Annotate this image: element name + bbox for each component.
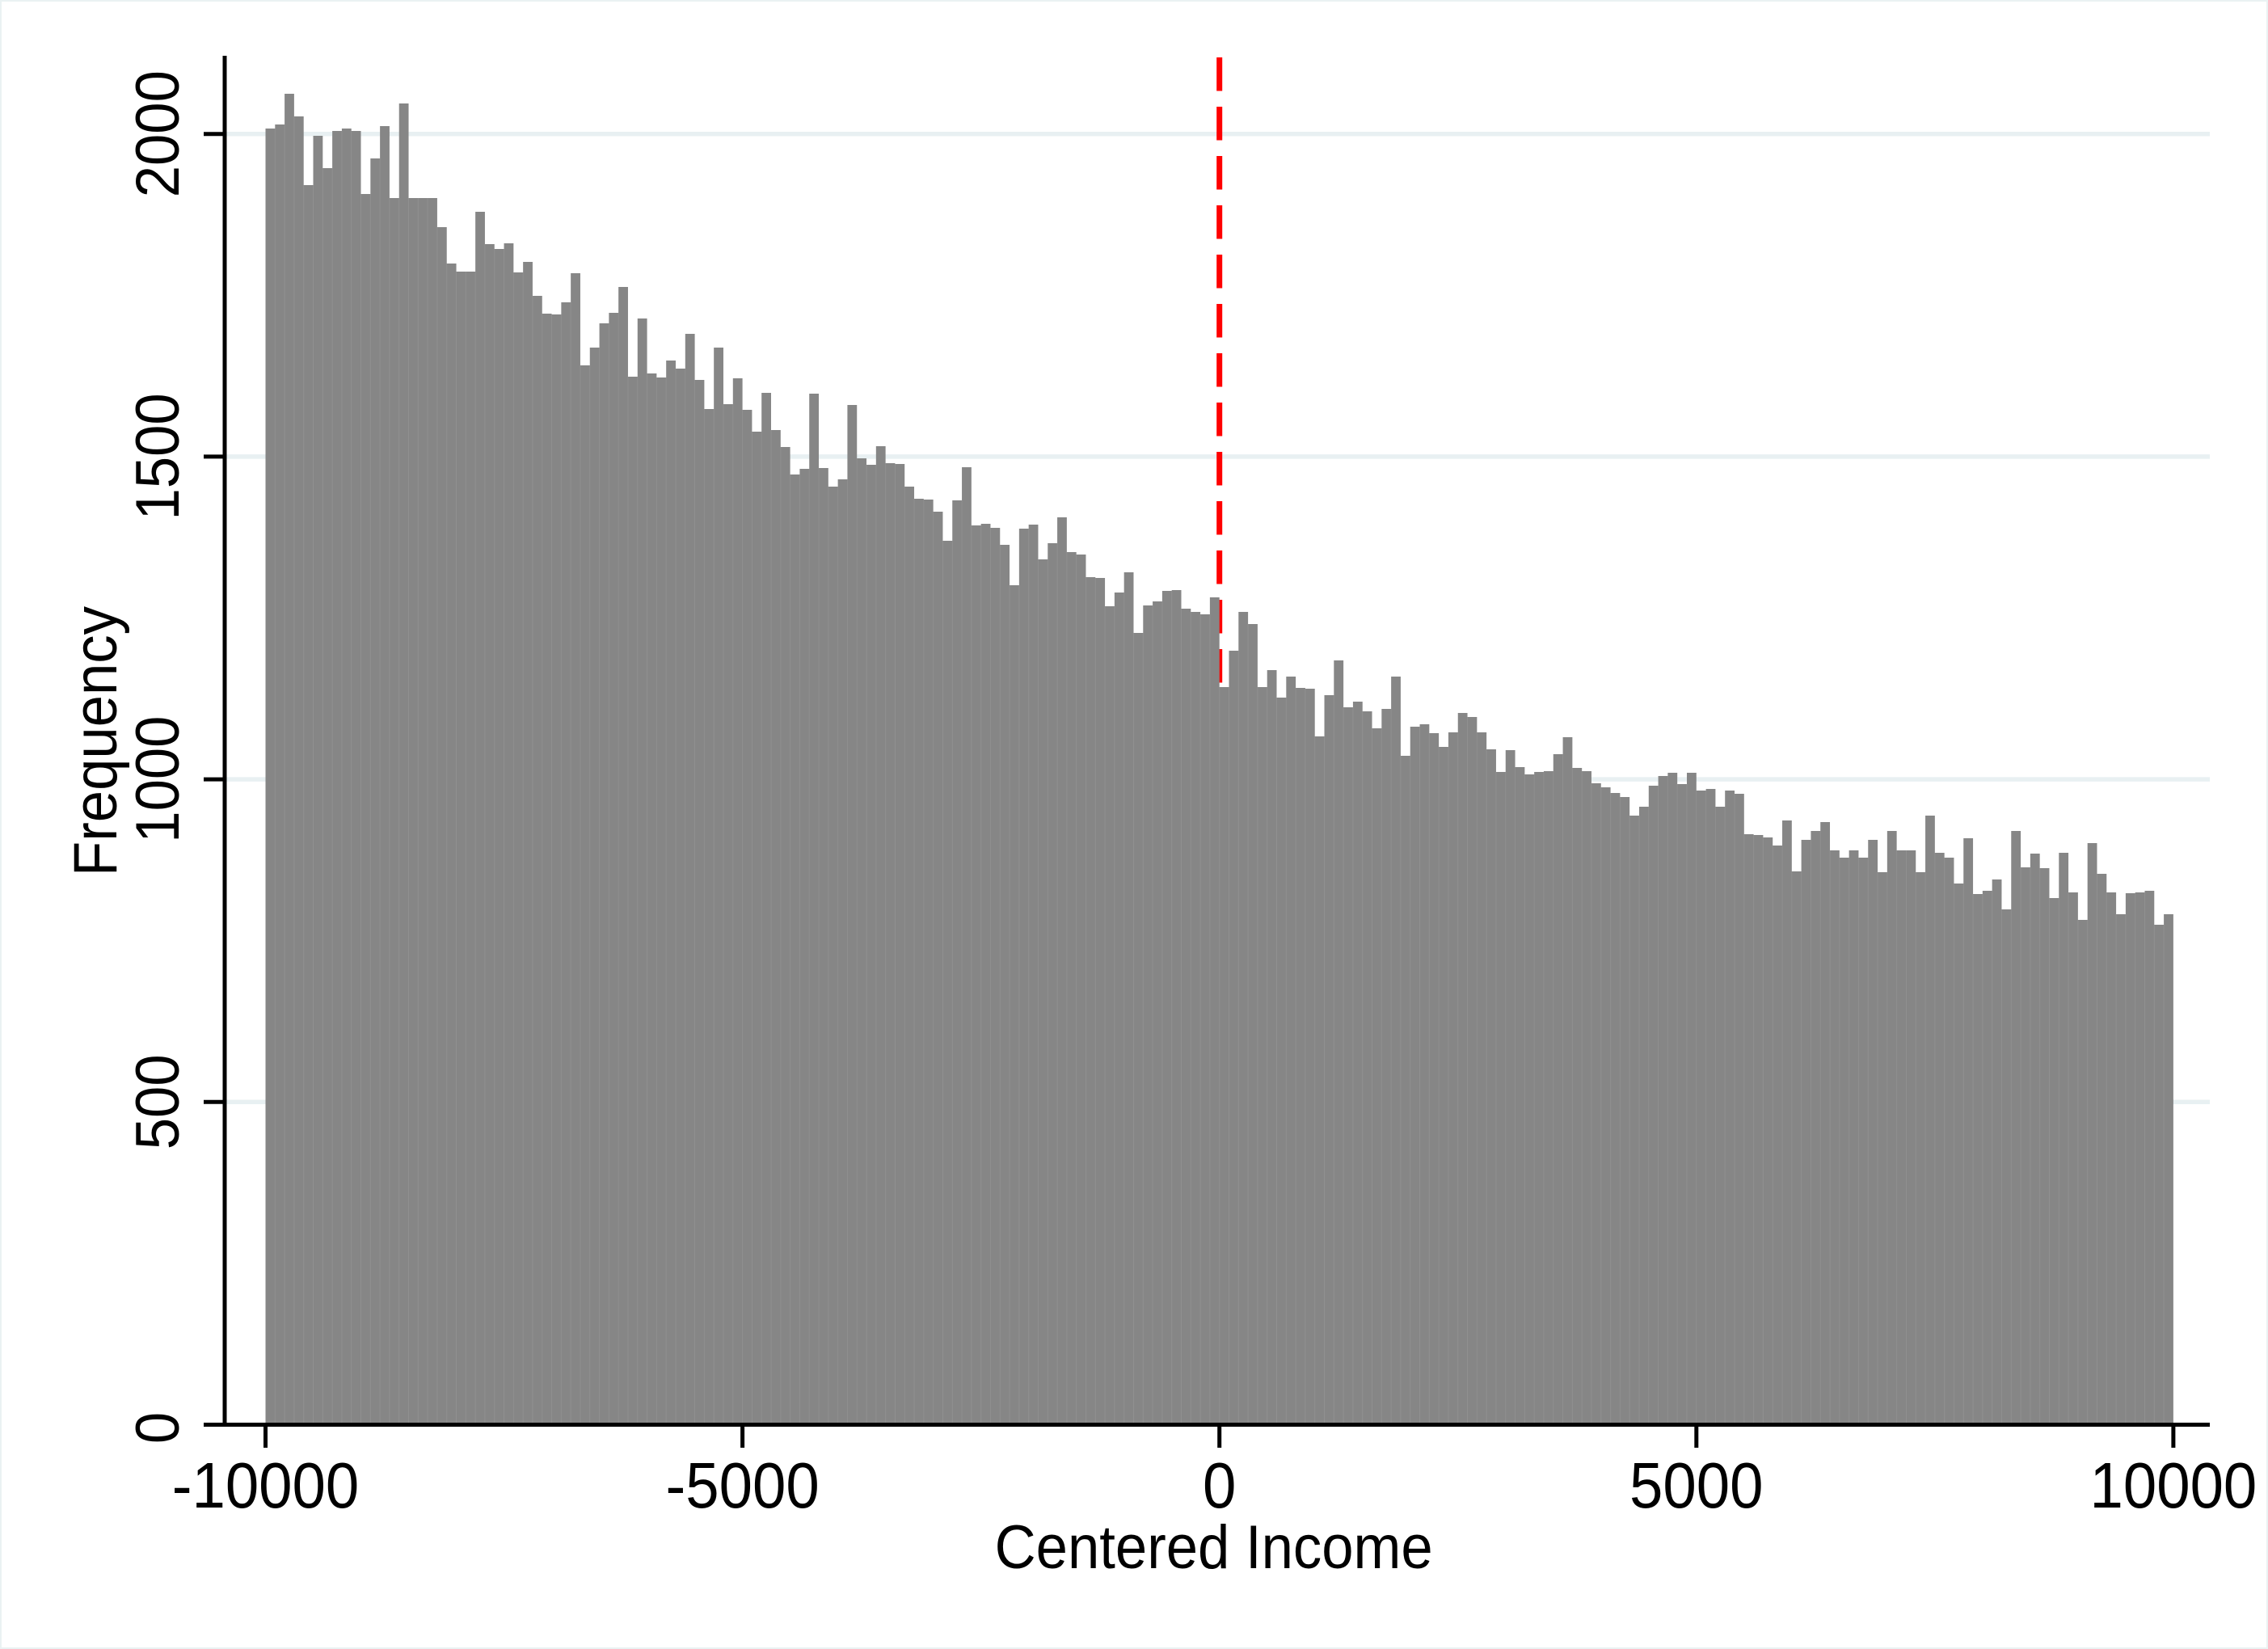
svg-text:Frequency: Frequency — [61, 606, 130, 876]
svg-text:0: 0 — [1203, 1449, 1236, 1521]
svg-text:1000: 1000 — [124, 716, 192, 843]
svg-text:2000: 2000 — [124, 70, 192, 197]
svg-text:-10000: -10000 — [172, 1449, 360, 1521]
svg-text:-5000: -5000 — [666, 1449, 820, 1521]
svg-text:5000: 5000 — [1629, 1449, 1764, 1521]
svg-text:1500: 1500 — [124, 393, 192, 520]
svg-text:Centered Income: Centered Income — [995, 1513, 1433, 1582]
svg-text:0: 0 — [124, 1412, 192, 1444]
svg-text:10000: 10000 — [2090, 1449, 2257, 1521]
svg-text:500: 500 — [124, 1054, 192, 1149]
